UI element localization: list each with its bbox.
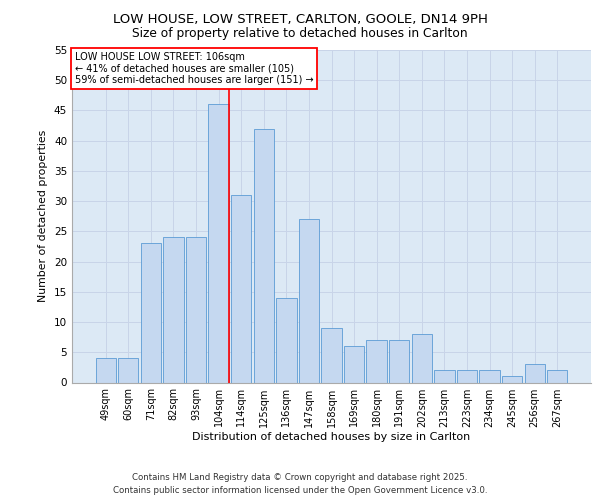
Bar: [141, 244, 161, 382]
Bar: [434, 370, 455, 382]
Bar: [524, 364, 545, 382]
Y-axis label: Number of detached properties: Number of detached properties: [38, 130, 49, 302]
Text: Contains public sector information licensed under the Open Government Licence v3: Contains public sector information licen…: [113, 486, 487, 495]
Text: Contains HM Land Registry data © Crown copyright and database right 2025.: Contains HM Land Registry data © Crown c…: [132, 474, 468, 482]
Bar: [231, 195, 251, 382]
Bar: [412, 334, 432, 382]
Bar: [389, 340, 409, 382]
Bar: [254, 128, 274, 382]
Bar: [163, 238, 184, 382]
Text: LOW HOUSE LOW STREET: 106sqm
← 41% of detached houses are smaller (105)
59% of s: LOW HOUSE LOW STREET: 106sqm ← 41% of de…: [74, 52, 313, 85]
Bar: [502, 376, 522, 382]
X-axis label: Distribution of detached houses by size in Carlton: Distribution of detached houses by size …: [193, 432, 470, 442]
Bar: [276, 298, 296, 382]
Bar: [186, 238, 206, 382]
Bar: [479, 370, 500, 382]
Bar: [95, 358, 116, 382]
Bar: [118, 358, 139, 382]
Bar: [299, 220, 319, 382]
Bar: [457, 370, 477, 382]
Text: LOW HOUSE, LOW STREET, CARLTON, GOOLE, DN14 9PH: LOW HOUSE, LOW STREET, CARLTON, GOOLE, D…: [113, 12, 487, 26]
Text: Size of property relative to detached houses in Carlton: Size of property relative to detached ho…: [132, 28, 468, 40]
Bar: [547, 370, 568, 382]
Bar: [322, 328, 341, 382]
Bar: [367, 340, 387, 382]
Bar: [344, 346, 364, 383]
Bar: [208, 104, 229, 382]
